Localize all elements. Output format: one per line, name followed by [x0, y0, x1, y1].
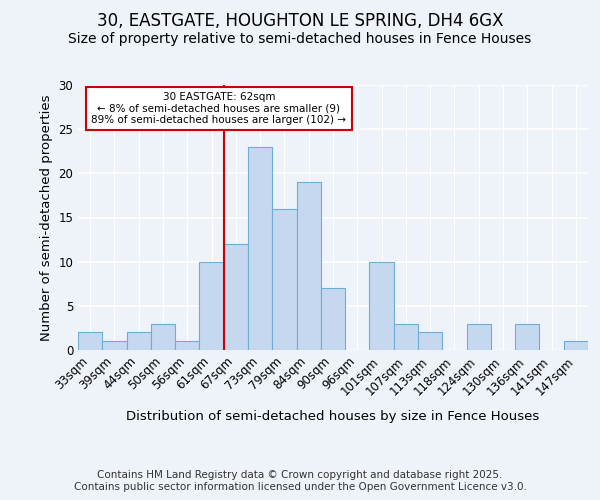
Text: 30, EASTGATE, HOUGHTON LE SPRING, DH4 6GX: 30, EASTGATE, HOUGHTON LE SPRING, DH4 6G… [97, 12, 503, 30]
Text: Distribution of semi-detached houses by size in Fence Houses: Distribution of semi-detached houses by … [127, 410, 539, 423]
Bar [175, 341, 199, 350]
Bar [151, 324, 175, 350]
Text: Contains HM Land Registry data © Crown copyright and database right 2025.
Contai: Contains HM Land Registry data © Crown c… [74, 470, 526, 492]
Bar [564, 341, 588, 350]
Bar [78, 332, 102, 350]
Bar [102, 341, 127, 350]
Bar [272, 208, 296, 350]
Y-axis label: Number of semi-detached properties: Number of semi-detached properties [40, 94, 53, 341]
Bar [515, 324, 539, 350]
Bar [224, 244, 248, 350]
Text: 30 EASTGATE: 62sqm
← 8% of semi-detached houses are smaller (9)
89% of semi-deta: 30 EASTGATE: 62sqm ← 8% of semi-detached… [91, 92, 346, 126]
Text: Size of property relative to semi-detached houses in Fence Houses: Size of property relative to semi-detach… [68, 32, 532, 46]
Bar [127, 332, 151, 350]
Bar [467, 324, 491, 350]
Bar [418, 332, 442, 350]
Bar [248, 147, 272, 350]
Bar [296, 182, 321, 350]
Bar [370, 262, 394, 350]
Bar [394, 324, 418, 350]
Bar [199, 262, 224, 350]
Bar [321, 288, 345, 350]
